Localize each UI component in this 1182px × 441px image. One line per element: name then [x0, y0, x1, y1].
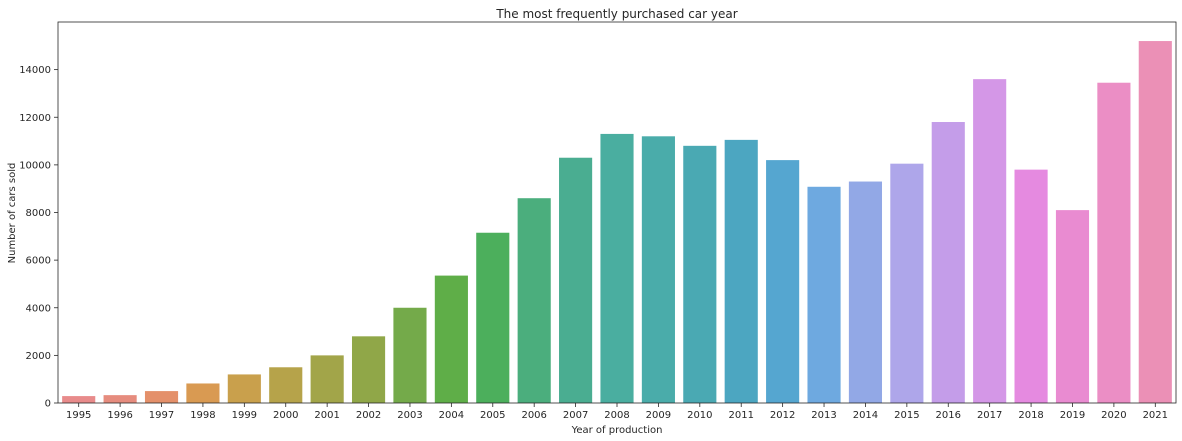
axes: 0 2000 4000 6000 8000 10000 12000 14000 1995 1996…	[19, 21, 1177, 421]
bar-2004	[434, 275, 468, 403]
y-tick-label: 12000	[19, 113, 51, 124]
bar-2014	[848, 181, 883, 403]
bar-2001	[310, 355, 344, 404]
x-tick-label: 2018	[1018, 410, 1043, 421]
x-tick-label: 2005	[480, 410, 505, 421]
x-tick-label: 2017	[977, 410, 1002, 421]
x-axis-title: Year of production	[571, 425, 663, 436]
bar-1995	[62, 396, 96, 403]
x-tick-label: 2001	[314, 410, 339, 421]
bar-2010	[683, 145, 717, 403]
x-tick-label: 2003	[397, 410, 422, 421]
bar-2002	[351, 336, 386, 403]
y-axis-title: Number of cars sold	[7, 163, 18, 264]
bar-2011	[724, 139, 758, 403]
bar-2017	[973, 79, 1007, 404]
y-tick-label: 4000	[26, 303, 51, 314]
bar-2003	[393, 307, 427, 403]
bar-2005	[476, 232, 510, 403]
x-tick-label: 2007	[563, 410, 588, 421]
plot-area	[62, 41, 1172, 404]
bar-2018	[1014, 169, 1048, 403]
bar-2000	[269, 367, 303, 403]
bar-1999	[227, 374, 261, 403]
x-tick-label: 2010	[687, 410, 712, 421]
bar-1996	[103, 395, 137, 403]
bar-2007	[559, 157, 593, 403]
x-tick-label: 2004	[439, 410, 464, 421]
x-tick-label: 2020	[1101, 410, 1126, 421]
bar-2016	[931, 122, 965, 403]
x-tick-label: 2013	[811, 410, 836, 421]
x-tick-label: 2000	[273, 410, 298, 421]
bar-2020	[1097, 82, 1131, 403]
bar-2013	[807, 186, 841, 403]
x-tick-label: 2002	[356, 410, 381, 421]
y-tick-label: 14000	[19, 65, 51, 76]
x-tick-label: 2021	[1143, 410, 1168, 421]
y-tick-label: 8000	[26, 208, 51, 219]
y-tick-label: 10000	[19, 160, 51, 171]
bar-1998	[186, 383, 220, 403]
x-tick-label: 1996	[107, 410, 132, 421]
x-tick-label: 2012	[770, 410, 795, 421]
bar-2009	[641, 136, 675, 404]
chart-title: The most frequently purchased car year	[495, 7, 737, 21]
x-tick-label: 2011	[728, 410, 753, 421]
x-tick-label: 2009	[646, 410, 671, 421]
x-tick-label: 2015	[894, 410, 919, 421]
bar-2015	[890, 163, 924, 403]
y-tick-label: 2000	[26, 351, 51, 362]
x-tick-label: 1998	[190, 410, 215, 421]
bar-2012	[766, 160, 800, 403]
bar-1997	[144, 391, 179, 403]
x-tick-label: 2019	[1060, 410, 1085, 421]
x-tick-label: 2008	[604, 410, 629, 421]
x-tick-label: 2014	[853, 410, 878, 421]
y-tick-label: 0	[45, 399, 51, 410]
x-tick-label: 1997	[149, 410, 174, 421]
bar-2008	[600, 133, 634, 404]
x-tick-label: 2016	[936, 410, 961, 421]
bar-2021	[1138, 41, 1172, 404]
y-tick-label: 6000	[26, 256, 51, 267]
x-tick-label: 2006	[521, 410, 546, 421]
bar-2019	[1055, 210, 1090, 403]
x-tick-label: 1999	[232, 410, 257, 421]
bar-2006	[517, 198, 551, 403]
x-tick-label: 1995	[66, 410, 91, 421]
